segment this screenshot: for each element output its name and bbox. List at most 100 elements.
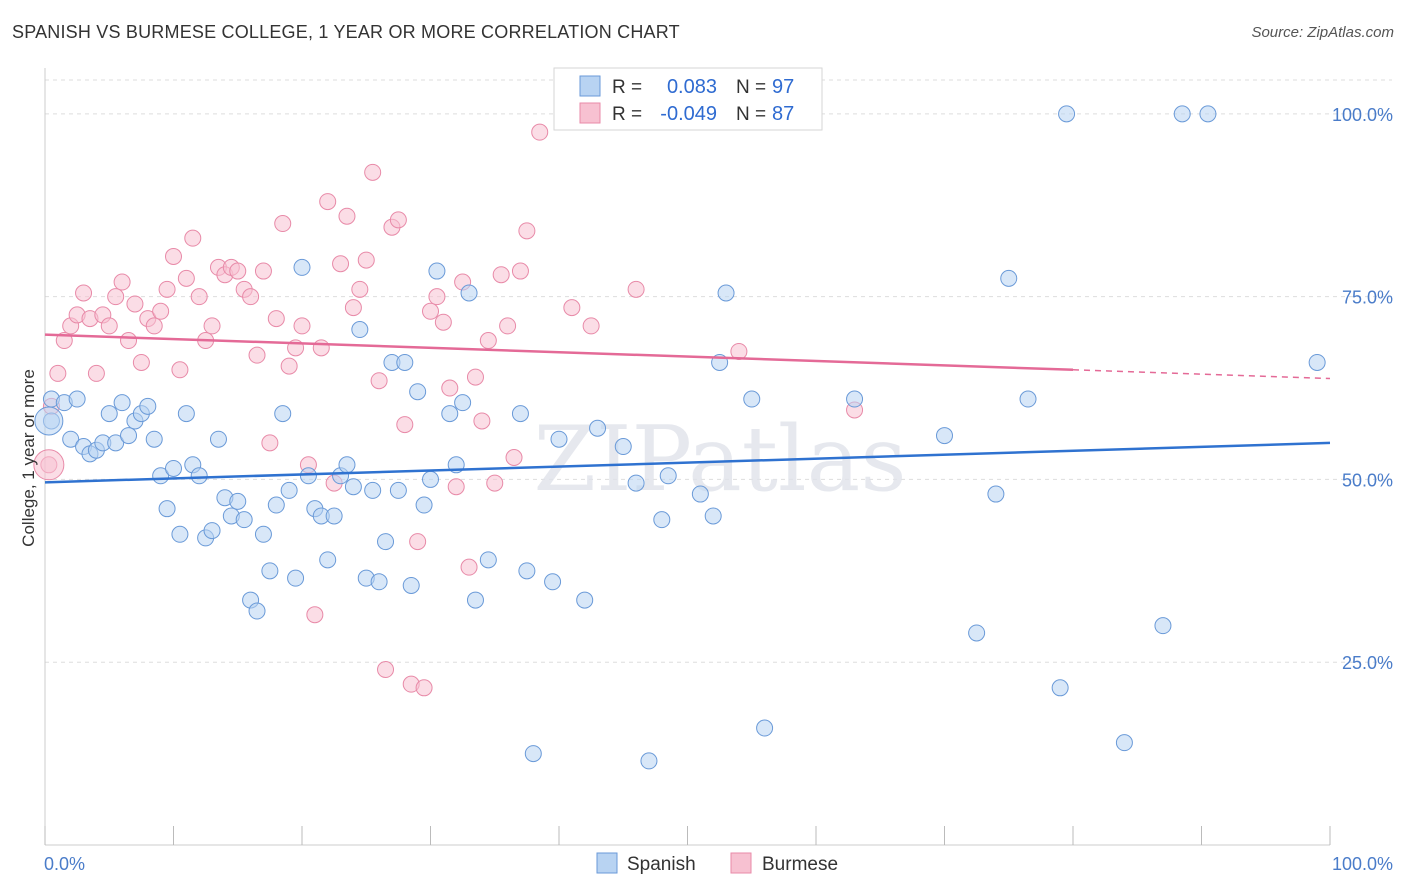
burmese-point	[627, 280, 645, 298]
spanish-point	[640, 752, 658, 770]
spanish-point	[511, 405, 529, 423]
burmese-point	[422, 302, 439, 320]
spanish-point	[254, 525, 272, 543]
burmese-point	[428, 288, 446, 306]
burmese-point	[479, 332, 497, 350]
burmese-point	[190, 288, 208, 306]
spanish-point	[139, 397, 157, 415]
burmese-point	[254, 262, 272, 280]
spanish-point	[717, 284, 735, 302]
burmese-point	[126, 295, 144, 313]
burmese-point	[267, 310, 285, 328]
burmese-point	[434, 313, 452, 331]
burmese-point	[582, 317, 600, 335]
spanish-points	[34, 105, 1326, 770]
spanish-point	[704, 507, 722, 525]
spanish-point	[589, 419, 607, 437]
burmese-point	[100, 317, 118, 335]
spanish-point	[1058, 105, 1076, 123]
spanish-point	[1000, 269, 1018, 287]
spanish-point	[344, 478, 362, 496]
burmese-point	[248, 346, 266, 364]
spanish-point	[261, 562, 279, 580]
spanish-point	[987, 485, 1005, 503]
spanish-point	[274, 405, 292, 423]
x-tick-labels: 0.0% 100.0%	[44, 854, 1393, 874]
spanish-point	[364, 481, 382, 499]
spanish-point	[466, 591, 484, 609]
spanish-point	[1019, 390, 1037, 408]
spanish-point	[544, 573, 562, 591]
spanish-point	[299, 467, 317, 485]
y-tick-label: 75.0%	[1342, 288, 1393, 308]
spanish-legend-swatch	[579, 75, 601, 97]
spanish-point	[235, 511, 253, 529]
burmese-point	[447, 478, 465, 496]
spanish-point	[248, 602, 266, 620]
spanish-point	[441, 405, 459, 423]
spanish-point	[936, 427, 953, 445]
burmese-point	[203, 317, 221, 335]
stats-legend: R = 0.083 N = 97 R = -0.049 N = 87	[553, 67, 823, 131]
spanish-point	[550, 430, 568, 448]
burmese-n-label: N =	[736, 104, 766, 125]
burmese-point	[132, 353, 150, 371]
burmese-point	[152, 302, 170, 320]
spanish-point	[1051, 679, 1069, 697]
spanish-trend-line	[44, 441, 1331, 484]
burmese-r-value: -0.049	[660, 103, 717, 125]
burmese-point	[293, 317, 311, 335]
spanish-point	[614, 438, 632, 456]
burmese-point	[415, 679, 433, 697]
y-tick-label: 100.0%	[1332, 105, 1393, 125]
burmese-point	[505, 449, 523, 466]
y-tick-label: 25.0%	[1342, 653, 1393, 673]
watermark: ZIPatlas	[533, 407, 906, 512]
burmese-point	[518, 222, 536, 240]
spanish-point	[158, 500, 176, 518]
spanish-point	[338, 456, 356, 474]
spanish-point	[351, 321, 369, 339]
spanish-point	[396, 353, 414, 371]
x-tick-label: 0.0%	[44, 854, 85, 874]
spanish-point	[171, 525, 189, 543]
burmese-point	[563, 299, 581, 317]
burmese-point	[87, 364, 105, 382]
spanish-point	[743, 390, 761, 408]
spanish-point	[120, 427, 138, 445]
burmese-bottom-swatch[interactable]	[730, 852, 752, 874]
burmese-point	[312, 339, 330, 357]
burmese-point	[338, 207, 356, 225]
burmese-point	[486, 474, 504, 492]
burmese-points	[33, 105, 864, 697]
burmese-point	[280, 357, 298, 375]
spanish-point	[203, 522, 221, 540]
burmese-point	[396, 416, 414, 434]
burmese-point	[511, 262, 529, 280]
grid-lines	[45, 79, 1392, 663]
spanish-point	[190, 467, 208, 485]
spanish-point	[422, 470, 439, 488]
spanish-bottom-swatch[interactable]	[596, 852, 618, 874]
burmese-bottom-label[interactable]: Burmese	[762, 854, 838, 875]
burmese-point	[473, 412, 491, 430]
burmese-point	[165, 247, 182, 265]
spanish-point	[1173, 105, 1191, 123]
burmese-point	[492, 266, 510, 284]
spanish-point	[107, 434, 125, 452]
spanish-point	[280, 481, 298, 499]
burmese-point	[229, 262, 247, 280]
spanish-point	[454, 394, 472, 412]
spanish-point	[229, 492, 247, 510]
spanish-point	[293, 258, 311, 276]
spanish-point	[659, 467, 677, 485]
spanish-point	[846, 390, 864, 408]
spanish-point	[1308, 353, 1326, 371]
spanish-point	[1115, 734, 1133, 752]
spanish-point	[479, 551, 497, 569]
burmese-point	[158, 280, 176, 298]
spanish-point	[319, 551, 337, 569]
burmese-legend-swatch	[579, 102, 601, 124]
spanish-bottom-label[interactable]: Spanish	[627, 854, 696, 875]
